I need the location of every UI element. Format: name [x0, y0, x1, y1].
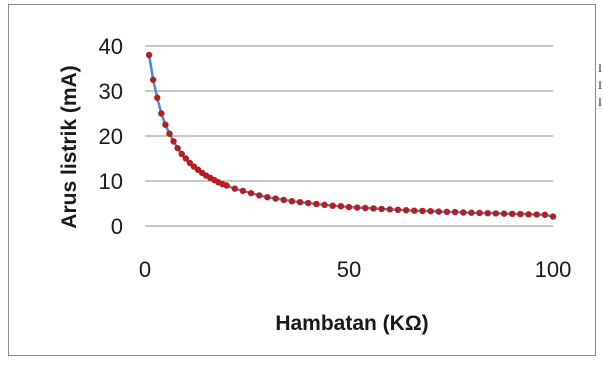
data-point [272, 195, 279, 202]
data-point [170, 138, 177, 145]
data-point [149, 76, 157, 83]
data-point [394, 206, 402, 213]
data-point [305, 199, 312, 207]
data-point [509, 210, 516, 218]
data-point [370, 205, 377, 212]
data-point [329, 202, 336, 209]
data-point [182, 155, 189, 162]
x-tick-label: 100 [535, 257, 572, 282]
data-point [533, 211, 540, 218]
data-point [256, 192, 263, 199]
series-points [145, 51, 557, 220]
data-point [280, 196, 287, 204]
data-point [231, 185, 238, 192]
data-point [492, 210, 500, 217]
y-tick-label: 40 [99, 34, 123, 59]
y-axis-title: Arus listrik (mA) [58, 65, 81, 228]
x-axis-title: Hambatan (KΩ) [275, 312, 428, 335]
data-point [174, 144, 181, 152]
data-point [525, 211, 532, 218]
clipped-text-3: I [598, 95, 602, 109]
data-point [411, 207, 418, 214]
data-point [313, 200, 320, 208]
data-point [500, 210, 508, 217]
data-point [239, 187, 247, 195]
data-point [264, 194, 271, 201]
data-point [378, 205, 385, 213]
clipped-text-2: I [598, 78, 602, 92]
data-point [158, 110, 165, 117]
clipped-text-1: I [598, 61, 602, 75]
data-point [460, 209, 467, 216]
data-point [288, 198, 296, 205]
data-point [178, 150, 185, 158]
data-point [166, 130, 173, 137]
data-point [402, 207, 410, 214]
data-point [223, 182, 230, 189]
data-point [321, 201, 328, 209]
data-point [162, 121, 169, 128]
data-point [435, 208, 442, 215]
data-point [337, 203, 345, 210]
x-tick-label: 50 [337, 257, 361, 282]
x-tick-label: 0 [139, 257, 151, 282]
y-tick-label: 20 [99, 124, 123, 149]
chart-frame [8, 4, 596, 356]
data-point [362, 204, 369, 212]
data-point [476, 209, 483, 217]
y-tick-label: 30 [99, 79, 123, 104]
x-tick-labels: 0 50 100 [139, 257, 571, 282]
data-point [451, 208, 459, 216]
data-point [468, 209, 475, 216]
data-point [353, 204, 361, 211]
y-tick-labels: 0 10 20 30 40 [99, 34, 123, 239]
data-point [345, 203, 353, 211]
data-point [443, 208, 451, 216]
data-point [484, 209, 491, 217]
data-point [247, 189, 255, 197]
clipped-side-text: I I I [598, 61, 602, 109]
data-point [296, 198, 304, 206]
y-tick-label: 0 [111, 214, 123, 239]
data-point [517, 210, 524, 218]
y-tick-label: 10 [99, 169, 123, 194]
data-point [154, 94, 161, 101]
data-point [386, 206, 393, 213]
data-point [427, 207, 434, 215]
data-point [419, 207, 426, 215]
gridlines [145, 45, 553, 227]
data-point [145, 51, 153, 59]
data-point [549, 213, 557, 220]
data-point [541, 211, 549, 218]
